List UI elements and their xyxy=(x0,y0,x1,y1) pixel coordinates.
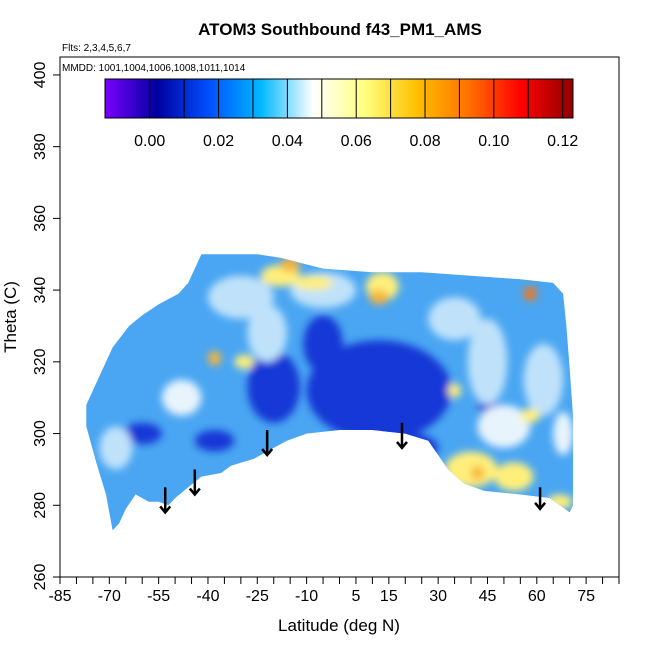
field-anomalies xyxy=(99,257,573,509)
x-tick-label: 75 xyxy=(577,588,595,605)
y-tick-label: 260 xyxy=(32,564,49,591)
anomaly-patch xyxy=(448,383,462,398)
anomaly-patch xyxy=(207,275,274,319)
x-tick-label: 5 xyxy=(351,588,360,605)
anomaly-patch xyxy=(553,412,573,456)
colorbar-tick-label: 0.12 xyxy=(547,133,578,150)
colorbar-tick-label: 0.04 xyxy=(272,133,303,150)
y-tick-label: 360 xyxy=(32,205,49,232)
x-tick-label: 60 xyxy=(528,588,546,605)
anomaly-patch xyxy=(247,304,287,362)
arrow-markers xyxy=(159,422,547,515)
anomaly-patch xyxy=(247,351,301,423)
y-axis-label: Theta (C) xyxy=(1,281,20,353)
anomaly-patch xyxy=(293,275,333,291)
x-tick-label: 45 xyxy=(479,588,497,605)
y-tick-label: 400 xyxy=(32,61,49,88)
colorbar-tick-label: 0.08 xyxy=(409,133,440,150)
y-axis: 260 280 300 320 340 360 380 400 xyxy=(32,61,60,590)
colorbar-tick-label: 0.00 xyxy=(134,133,165,150)
anomaly-patch xyxy=(494,462,534,491)
colorbar-tick-label: 0.02 xyxy=(203,133,234,150)
y-tick-label: 380 xyxy=(32,133,49,160)
colorbar-gradient xyxy=(104,78,574,119)
anomaly-patch xyxy=(369,290,389,305)
anomaly-patch xyxy=(523,286,537,301)
arrow-head xyxy=(188,487,201,497)
x-tick-label: 15 xyxy=(380,588,398,605)
y-tick-label: 300 xyxy=(32,420,49,447)
x-axis: -85 -70 -55 -40 -25 -10 5 15 30 45 60 75 xyxy=(48,577,620,605)
arrow-marker xyxy=(188,469,201,497)
arrow-head xyxy=(396,441,408,450)
anomaly-patch xyxy=(99,426,133,470)
anomaly-patch xyxy=(303,315,343,373)
anomaly-patch xyxy=(523,343,564,416)
y-tick-label: 280 xyxy=(32,492,49,519)
anomaly-patch xyxy=(280,257,301,273)
anomaly-patch xyxy=(161,379,202,416)
y-tick-label: 320 xyxy=(32,348,49,375)
x-tick-label: -10 xyxy=(295,588,318,605)
anomaly-patch xyxy=(194,429,235,452)
anomaly-patch xyxy=(471,465,485,481)
arrow-marker xyxy=(159,487,172,515)
anomaly-patch xyxy=(444,451,498,488)
x-axis-label: Latitude (deg N) xyxy=(278,616,400,635)
anomaly-patch xyxy=(207,351,222,366)
arrow-marker xyxy=(396,422,408,450)
anomaly-patch xyxy=(520,408,541,423)
arrow-head xyxy=(159,505,172,515)
flights-label: Flts: 2,3,4,5,6,7 xyxy=(62,43,131,54)
x-tick-label: 30 xyxy=(429,588,447,605)
y-tick-label: 340 xyxy=(32,277,49,304)
arrow-marker xyxy=(261,429,274,458)
arrow-marker xyxy=(534,487,547,511)
anomaly-patch xyxy=(477,404,531,448)
anomaly-patch xyxy=(385,433,439,463)
colorbar: 0.00 0.02 0.04 0.06 0.08 0.10 0.12 xyxy=(104,78,578,150)
x-tick-label: -40 xyxy=(196,588,219,605)
colorbar-tick-label: 0.10 xyxy=(478,133,509,150)
x-tick-label: -55 xyxy=(147,588,170,605)
arrow-head xyxy=(261,448,274,458)
x-tick-label: -25 xyxy=(246,588,269,605)
x-tick-label: -70 xyxy=(98,588,121,605)
anomaly-patch xyxy=(122,422,162,445)
dates-label: MMDD: 1001,1004,1006,1008,1011,1014 xyxy=(62,63,246,74)
anomaly-patch xyxy=(428,297,481,341)
colorbar-tick-label: 0.06 xyxy=(341,133,372,150)
arrow-head xyxy=(534,502,547,511)
x-tick-label: -85 xyxy=(48,588,71,605)
chart-title: ATOM3 Southbound f43_PM1_AMS xyxy=(198,20,482,39)
anomaly-patch xyxy=(546,494,573,509)
anomaly-patch xyxy=(306,340,452,441)
anomaly-patch xyxy=(467,318,508,405)
anomaly-patch xyxy=(234,354,255,369)
